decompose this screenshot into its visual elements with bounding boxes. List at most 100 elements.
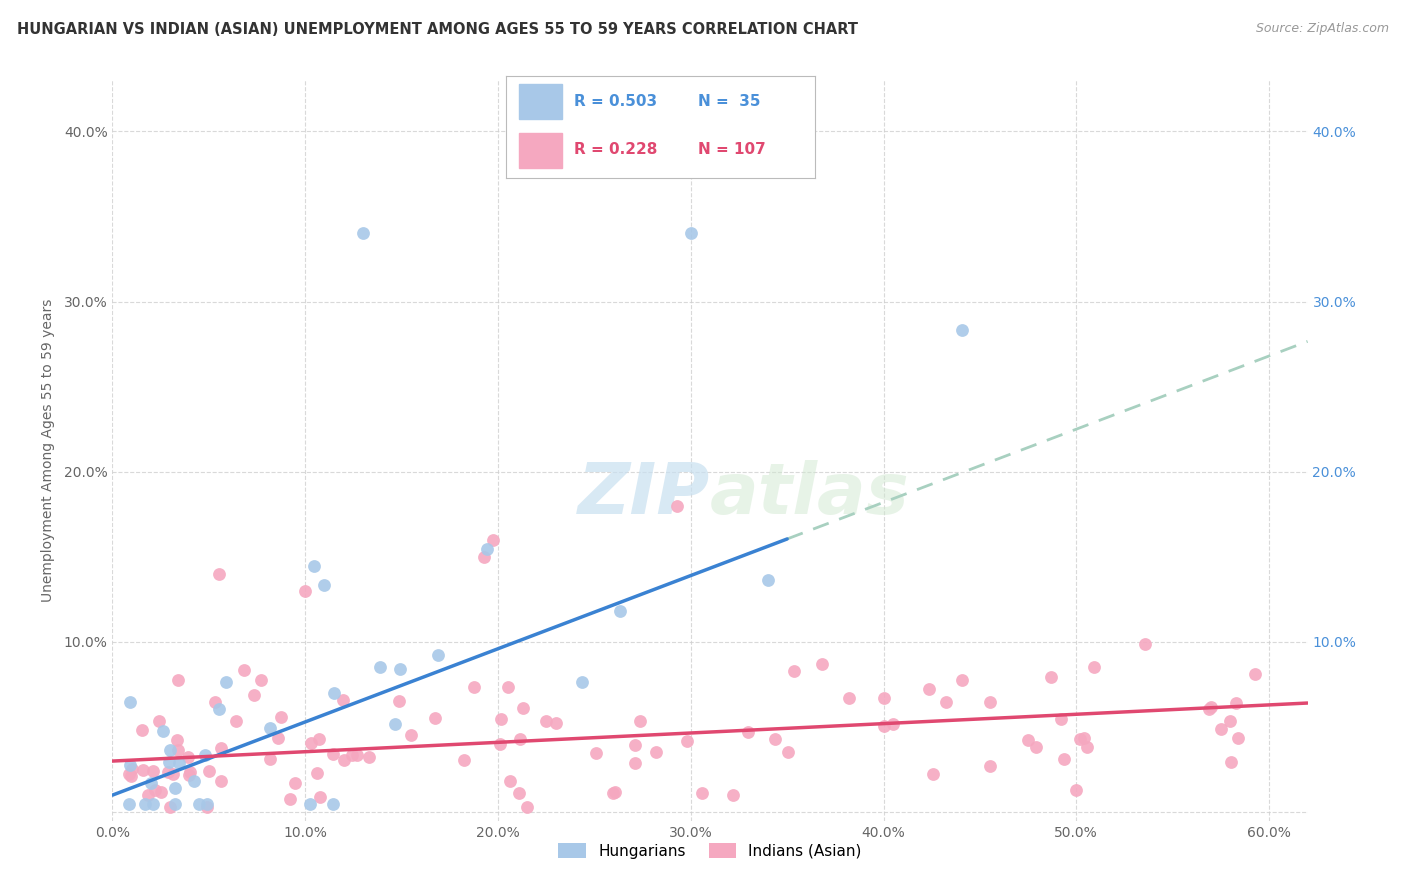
Point	[488, 737, 510, 751]
Point	[120, 757, 142, 772]
Point	[496, 680, 519, 694]
Text: N =  35: N = 35	[697, 94, 761, 109]
Point	[157, 755, 180, 769]
Point	[131, 763, 153, 777]
Point	[489, 712, 512, 726]
Point	[322, 797, 344, 811]
Point	[284, 776, 307, 790]
Point	[1209, 722, 1232, 736]
Point	[644, 745, 666, 759]
Point	[585, 746, 607, 760]
Point	[1198, 702, 1220, 716]
Point	[721, 788, 744, 802]
Point	[384, 716, 406, 731]
Point	[118, 695, 141, 709]
Text: R = 0.228: R = 0.228	[574, 142, 658, 157]
Point	[602, 786, 624, 800]
Point	[134, 797, 156, 811]
Text: R = 0.503: R = 0.503	[574, 94, 658, 109]
Point	[332, 753, 354, 767]
Point	[1219, 755, 1241, 769]
Point	[162, 766, 184, 780]
Point	[763, 731, 786, 746]
Point	[1069, 731, 1091, 746]
Point	[194, 747, 217, 762]
Point	[346, 747, 368, 762]
Text: N = 107: N = 107	[697, 142, 766, 157]
Point	[195, 800, 218, 814]
Point	[690, 786, 713, 800]
Point	[177, 768, 200, 782]
Point	[508, 786, 530, 800]
Point	[544, 715, 567, 730]
Point	[737, 724, 759, 739]
Point	[136, 788, 159, 802]
Point	[209, 774, 232, 789]
Point	[177, 749, 200, 764]
Point	[208, 566, 231, 581]
Point	[1064, 783, 1087, 797]
Point	[352, 227, 374, 241]
Point	[183, 774, 205, 789]
Point	[142, 797, 165, 811]
Point	[624, 756, 647, 771]
Point	[359, 750, 381, 764]
Point	[259, 722, 281, 736]
Point	[1073, 731, 1095, 745]
Point	[950, 323, 973, 337]
Point	[159, 743, 181, 757]
Point	[783, 664, 806, 678]
Point	[1219, 714, 1241, 729]
Point	[312, 578, 335, 592]
Point	[453, 752, 475, 766]
Point	[298, 797, 321, 811]
Point	[918, 681, 941, 696]
Point	[242, 689, 264, 703]
Point	[305, 765, 328, 780]
Point	[675, 734, 697, 748]
Point	[322, 747, 344, 761]
Point	[121, 762, 143, 776]
Point	[509, 731, 531, 746]
Point	[167, 673, 190, 687]
Point	[979, 758, 1001, 772]
Point	[512, 701, 534, 715]
Point	[1201, 699, 1223, 714]
Point	[838, 691, 860, 706]
Point	[332, 693, 354, 707]
Point	[571, 674, 593, 689]
Point	[935, 695, 957, 709]
Point	[118, 767, 141, 781]
Point	[207, 702, 229, 716]
Point	[756, 573, 779, 587]
Point	[131, 723, 153, 737]
Point	[204, 694, 226, 708]
Point	[167, 756, 190, 771]
Point	[679, 227, 702, 241]
Point	[309, 789, 332, 804]
Point	[1135, 637, 1157, 651]
Point	[603, 785, 626, 799]
Point	[299, 736, 322, 750]
Point	[1076, 739, 1098, 754]
Point	[368, 660, 391, 674]
Point	[1052, 751, 1074, 765]
Point	[423, 711, 446, 725]
Point	[118, 797, 141, 811]
Point	[388, 662, 411, 676]
Text: atlas: atlas	[710, 460, 910, 529]
Point	[250, 673, 273, 687]
Bar	[519, 133, 562, 168]
Text: ZIP: ZIP	[578, 460, 710, 529]
Point	[167, 742, 190, 756]
Point	[270, 710, 292, 724]
Point	[149, 785, 172, 799]
Point	[873, 719, 896, 733]
Point	[1017, 732, 1039, 747]
Point	[159, 800, 181, 814]
Point	[665, 499, 688, 513]
Point	[1225, 697, 1247, 711]
Point	[630, 714, 652, 728]
Point	[294, 583, 316, 598]
Point	[624, 738, 647, 752]
